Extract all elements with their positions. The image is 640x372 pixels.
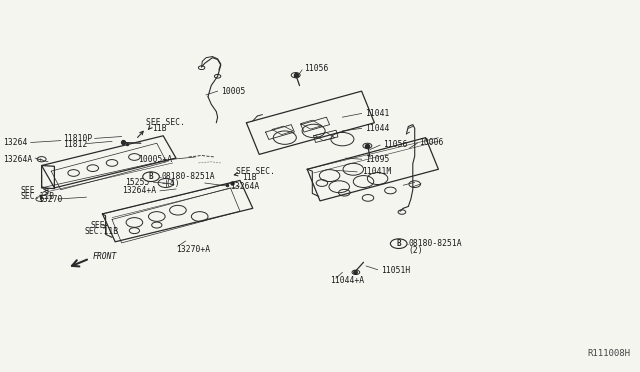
Text: (2): (2): [408, 246, 423, 255]
Text: 11051H: 11051H: [381, 266, 410, 275]
Text: SEC.11B: SEC.11B: [20, 192, 54, 201]
Text: 11B: 11B: [152, 124, 167, 133]
Text: FRONT: FRONT: [93, 252, 117, 261]
Circle shape: [390, 239, 407, 248]
Text: 13264A: 13264A: [3, 155, 33, 164]
Text: 11044+A: 11044+A: [330, 276, 364, 285]
Text: 11041M: 11041M: [362, 167, 391, 176]
Text: 13264: 13264: [3, 138, 28, 147]
Text: 11041: 11041: [365, 109, 389, 118]
Text: 11B: 11B: [242, 173, 257, 182]
Text: 10005+A: 10005+A: [138, 155, 172, 164]
Text: SEE SEC.: SEE SEC.: [146, 118, 185, 127]
Text: 11810P: 11810P: [63, 134, 92, 143]
Text: 13264A: 13264A: [230, 182, 260, 191]
Text: 10006: 10006: [419, 138, 444, 147]
Text: 10005: 10005: [221, 87, 245, 96]
Text: 13264+A: 13264+A: [122, 186, 156, 195]
Text: SEE: SEE: [91, 221, 106, 230]
Text: 13270: 13270: [38, 195, 63, 203]
Text: 11056: 11056: [304, 64, 328, 73]
Text: 11812: 11812: [63, 140, 87, 149]
Text: R111008H: R111008H: [588, 349, 630, 358]
Text: 11044: 11044: [365, 124, 389, 133]
Text: SEE: SEE: [20, 186, 35, 195]
Text: 11095: 11095: [365, 155, 389, 164]
Text: 11056: 11056: [383, 140, 407, 149]
Text: 08180-8251A: 08180-8251A: [161, 172, 215, 181]
Text: SEC.11B: SEC.11B: [84, 227, 118, 236]
Text: B: B: [148, 172, 154, 181]
Circle shape: [143, 172, 159, 182]
Text: SEE SEC.: SEE SEC.: [236, 167, 275, 176]
Text: 13270+A: 13270+A: [176, 245, 210, 254]
Text: 15255: 15255: [125, 178, 149, 187]
Text: 08180-8251A: 08180-8251A: [408, 239, 462, 248]
Text: (4): (4): [165, 179, 180, 188]
Text: B: B: [396, 239, 401, 248]
